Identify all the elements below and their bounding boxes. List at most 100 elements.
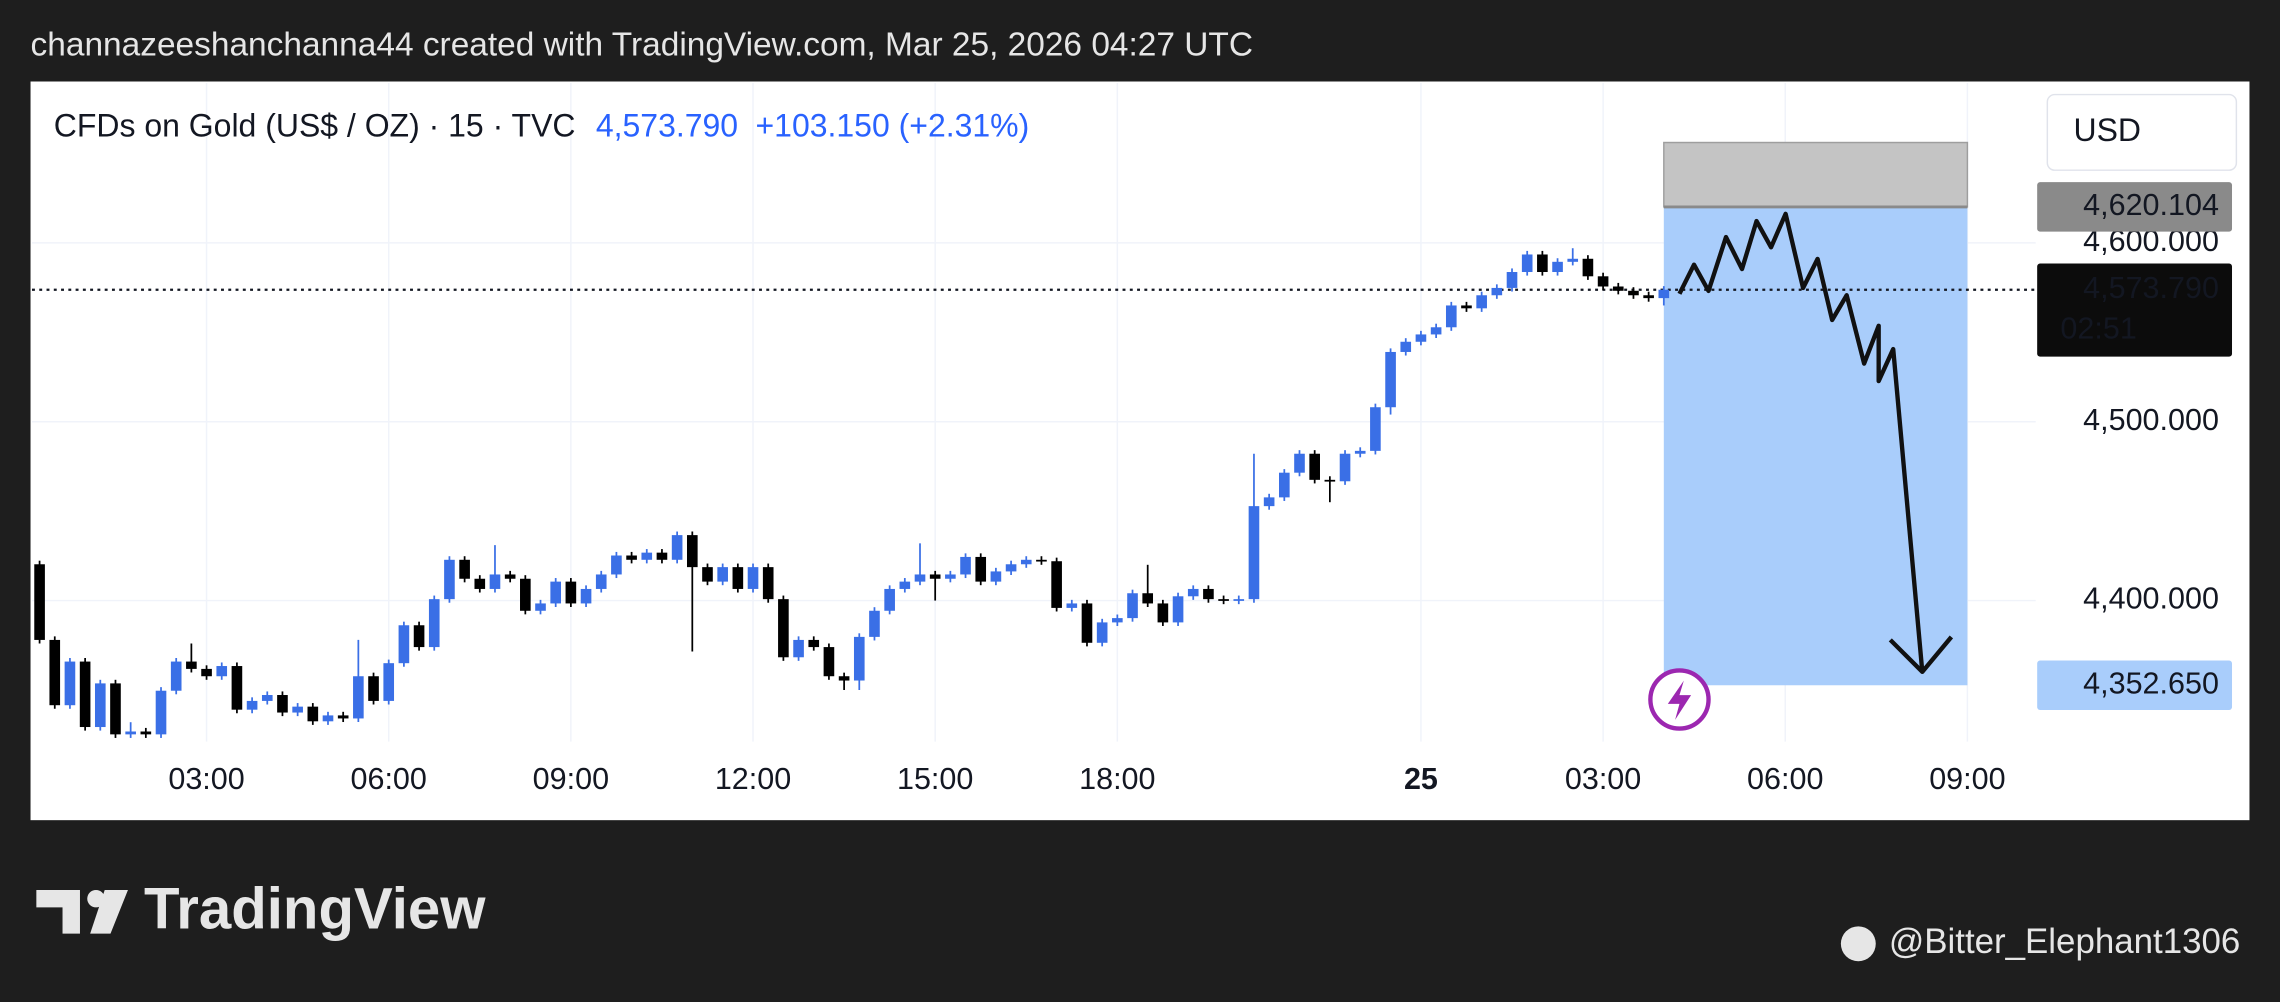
candle-body	[975, 556, 987, 582]
candle-body	[155, 690, 167, 735]
candle-body	[1521, 254, 1533, 273]
candle-body	[186, 661, 197, 669]
candle-body	[1597, 276, 1609, 287]
candle-body	[1461, 305, 1472, 309]
watermark: @Bitter_Elephant1306	[1889, 922, 2240, 961]
candle-body	[671, 535, 683, 560]
candle-body	[1370, 407, 1381, 451]
candle-body	[353, 676, 364, 719]
candle-body	[656, 552, 668, 560]
candle-body	[1096, 622, 1108, 643]
candle-body	[1430, 327, 1442, 335]
logo-mark	[36, 889, 80, 934]
candle-body	[929, 574, 941, 579]
candle-body	[337, 715, 349, 719]
candle-body	[1491, 287, 1503, 296]
candle-body	[1203, 588, 1214, 600]
x-tick-label: 06:00	[1747, 762, 1823, 796]
candle-body	[1294, 453, 1305, 473]
candle-body	[444, 559, 455, 600]
candle-body	[368, 676, 379, 701]
brand: TradingView	[144, 877, 486, 942]
candle-body	[1339, 453, 1351, 482]
candle-body	[565, 581, 577, 604]
candle-body	[884, 588, 895, 611]
candle-body	[1263, 497, 1275, 507]
currency-box[interactable]	[2046, 93, 2238, 171]
candle-body	[1567, 258, 1579, 262]
candle-body	[216, 666, 228, 677]
stop-zone	[1663, 141, 1969, 208]
candle-body	[1142, 593, 1154, 604]
price-tag-label: 4,352.650	[2083, 666, 2219, 700]
y-tick-label: 4,400.000	[2083, 582, 2219, 616]
candle-body	[1309, 453, 1320, 480]
candle-body	[611, 555, 622, 575]
candle-body	[1020, 559, 1032, 565]
candle-body	[990, 571, 1002, 582]
candle-body	[626, 555, 637, 560]
candle-body	[428, 599, 440, 648]
candle-body	[1628, 290, 1639, 296]
candle-body	[459, 559, 470, 579]
candle-body	[140, 731, 152, 735]
candle-body	[49, 639, 61, 706]
facebook-icon	[1840, 926, 1876, 962]
candle-body	[869, 610, 880, 637]
candle-body	[94, 683, 106, 728]
icon-bolt	[1667, 680, 1692, 720]
candle-body	[717, 567, 728, 582]
price: 4,573.790	[596, 107, 738, 143]
arrow-head	[1888, 635, 1954, 675]
candle-body	[1218, 599, 1229, 601]
candle-body	[899, 581, 911, 589]
candle-body	[550, 581, 562, 604]
candle-body	[762, 567, 774, 600]
candle-body	[489, 574, 501, 589]
candle-body	[1400, 341, 1412, 352]
x-tick-label: 12:00	[715, 762, 791, 796]
candle-body	[1112, 618, 1123, 623]
candle-body	[1385, 351, 1396, 408]
candle-body	[201, 668, 212, 677]
candle-body	[1643, 295, 1654, 299]
x-tick-label: 03:00	[1565, 762, 1641, 796]
candle-body	[1172, 596, 1184, 623]
x-tick-label: 25	[1404, 762, 1438, 796]
candle-body	[1537, 254, 1548, 273]
candle-body	[231, 666, 243, 710]
candle-body	[732, 567, 744, 589]
logo-slash	[90, 889, 128, 934]
candle-body	[914, 574, 926, 582]
alert-icon[interactable]	[1648, 668, 1711, 731]
candle-body	[747, 567, 759, 589]
candle-body	[1233, 599, 1245, 601]
x-tick-label: 18:00	[1079, 762, 1155, 796]
candle-body	[1612, 286, 1624, 291]
price-tag-label: 4,620.104	[2083, 188, 2219, 222]
price-tag	[2037, 263, 2233, 357]
candle-body	[246, 700, 258, 710]
x-tick-label: 06:00	[351, 762, 427, 796]
candle-body	[307, 706, 319, 722]
candle-body	[1279, 472, 1290, 498]
candle-body	[261, 695, 273, 701]
currency: USD	[2074, 112, 2141, 148]
countdown: 02:51	[2060, 312, 2136, 346]
price-tag	[2037, 182, 2233, 232]
y-tick-label: 4,500.000	[2083, 403, 2219, 437]
candle-body	[125, 731, 136, 735]
banner: channazeeshanchanna44 created with Tradi…	[31, 26, 1253, 63]
candle-body	[79, 661, 91, 728]
candle-body	[34, 564, 45, 640]
candle-body	[1476, 295, 1487, 309]
candle-body	[535, 603, 546, 611]
candle-body	[686, 535, 698, 568]
price-tag-label: 4,573.790	[2083, 271, 2219, 305]
candle-body	[292, 706, 303, 713]
candle-body	[1051, 561, 1062, 608]
price-tag	[2037, 660, 2233, 710]
candle-body	[808, 639, 820, 648]
